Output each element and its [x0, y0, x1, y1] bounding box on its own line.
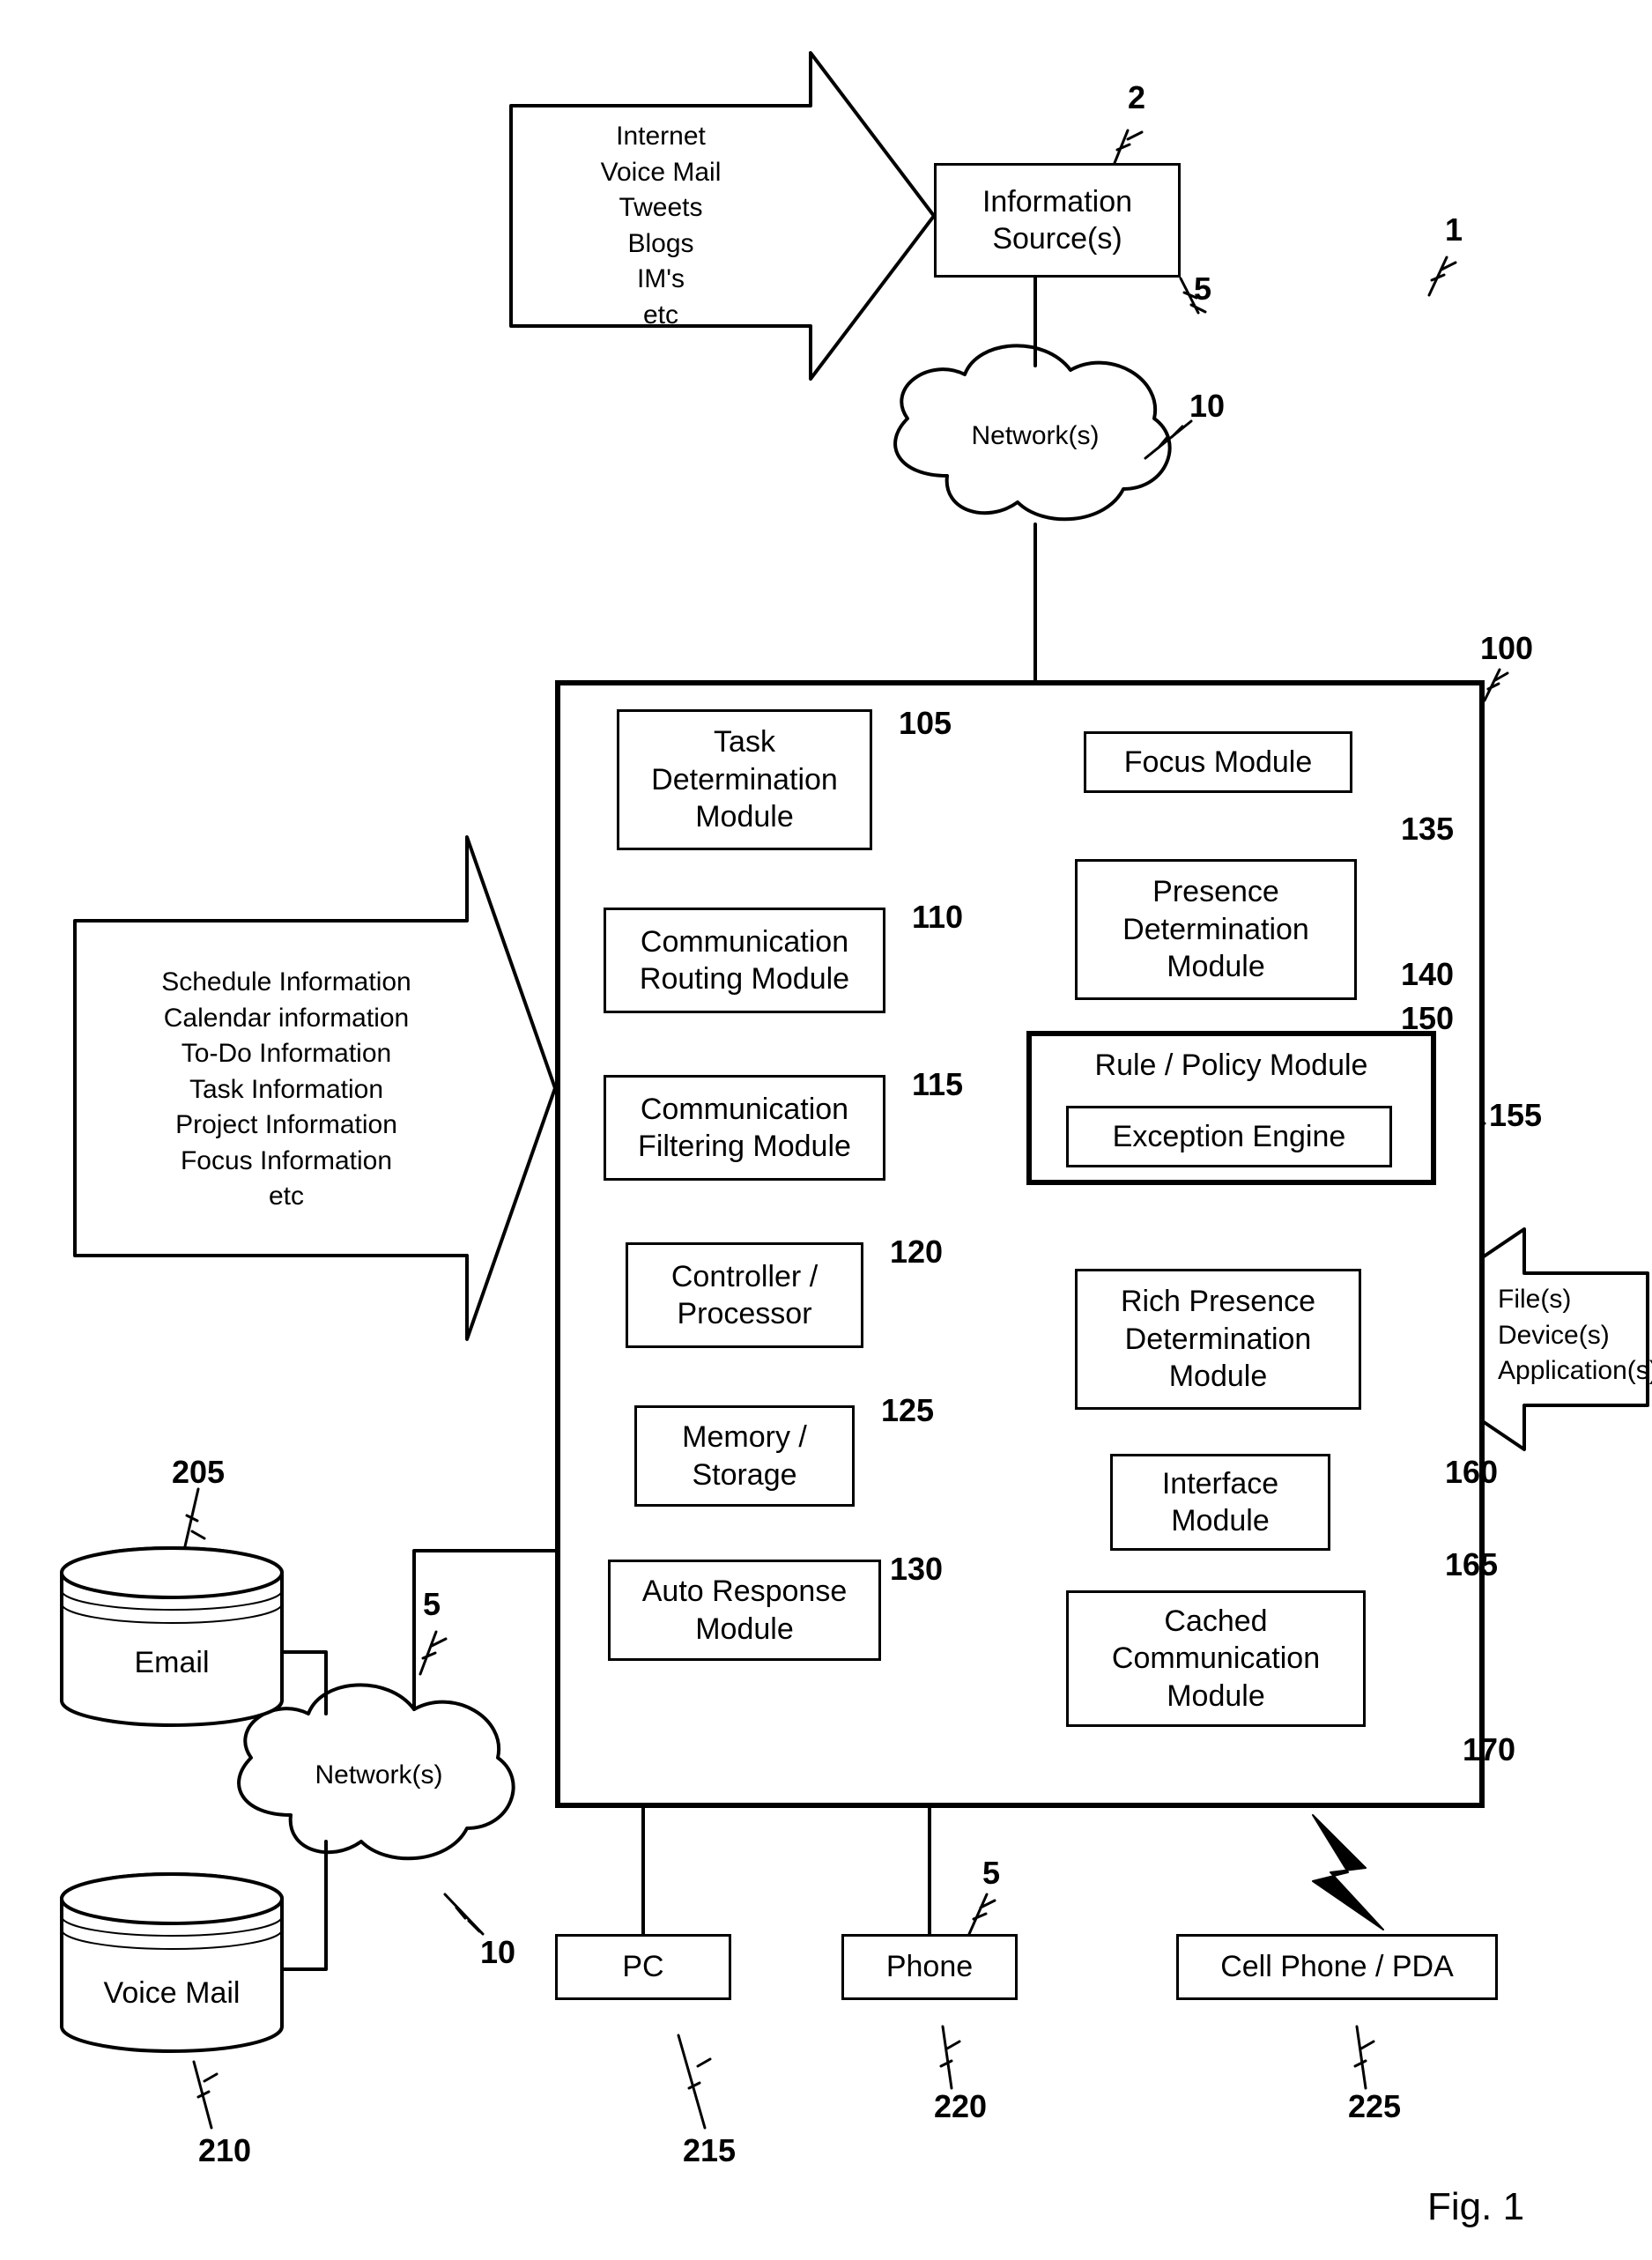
- cached-comm-module: CachedCommunicationModule: [1066, 1590, 1366, 1727]
- exception-engine: Exception Engine: [1066, 1106, 1392, 1167]
- figure-label: Fig. 1: [1427, 2181, 1524, 2233]
- left-arrow-text-content: Schedule InformationCalendar information…: [161, 967, 411, 1211]
- interface-label: InterfaceModule: [1162, 1465, 1278, 1540]
- controller-processor: Controller /Processor: [626, 1242, 863, 1348]
- presence-det-label: PresenceDeterminationModule: [1122, 873, 1309, 986]
- ref-205: 205: [172, 1454, 225, 1491]
- auto-response-module: Auto ResponseModule: [608, 1560, 881, 1661]
- cloud-top-label: Network(s): [947, 419, 1123, 455]
- ref-2: 2: [1128, 79, 1145, 116]
- memory-label: Memory /Storage: [682, 1419, 807, 1493]
- ref-170: 170: [1463, 1731, 1515, 1768]
- ref-110: 110: [912, 899, 963, 936]
- ref-210: 210: [198, 2132, 251, 2169]
- cloud-bottom-label: Network(s): [291, 1758, 467, 1794]
- ref-115: 115: [912, 1066, 963, 1103]
- voicemail-cyl-label: Voice Mail: [62, 1974, 282, 2014]
- exception-label: Exception Engine: [1113, 1118, 1346, 1156]
- right-arrow-text: File(s)Device(s)Application(s): [1498, 1282, 1652, 1389]
- auto-response-label: Auto ResponseModule: [642, 1573, 848, 1648]
- ref-220: 220: [934, 2088, 987, 2125]
- cellphone-label: Cell Phone / PDA: [1220, 1948, 1454, 1986]
- ref-160: 160: [1445, 1454, 1498, 1491]
- ref-135: 135: [1401, 811, 1454, 848]
- left-arrow-text: Schedule InformationCalendar information…: [110, 965, 463, 1215]
- top-arrow-text: InternetVoice MailTweetsBlogsIM'setc: [533, 119, 789, 333]
- ref-5a: 5: [1194, 270, 1211, 308]
- controller-label: Controller /Processor: [671, 1258, 818, 1333]
- ref-155: 155: [1489, 1097, 1542, 1134]
- ref-165: 165: [1445, 1546, 1498, 1583]
- ref-105: 105: [899, 705, 952, 742]
- rich-presence-label: Rich PresenceDeterminationModule: [1121, 1283, 1315, 1396]
- right-arrow-text-content: File(s)Device(s)Application(s): [1498, 1285, 1652, 1385]
- cached-comm-label: CachedCommunicationModule: [1112, 1603, 1320, 1715]
- presence-determination-module: PresenceDeterminationModule: [1075, 859, 1357, 1000]
- task-determination-label: TaskDeterminationModule: [651, 723, 838, 836]
- comm-filtering-label: CommunicationFiltering Module: [638, 1091, 851, 1166]
- ref-225: 225: [1348, 2088, 1401, 2125]
- rule-policy-label: Rule / Policy Module: [1095, 1047, 1368, 1085]
- focus-module: Focus Module: [1084, 731, 1352, 793]
- ref-215: 215: [683, 2132, 736, 2169]
- pc-box: PC: [555, 1934, 731, 2000]
- cellphone-pda-box: Cell Phone / PDA: [1176, 1934, 1498, 2000]
- memory-storage: Memory /Storage: [634, 1405, 855, 1507]
- cylinder-voicemail: [62, 1874, 282, 2051]
- diagram-canvas: InformationSource(s) TaskDeterminationMo…: [0, 0, 1652, 2260]
- ref-10a: 10: [1189, 388, 1225, 425]
- ref-10b: 10: [480, 1934, 515, 1971]
- ref-100: 100: [1480, 630, 1533, 667]
- focus-label: Focus Module: [1124, 744, 1313, 782]
- information-sources-label: InformationSource(s): [982, 183, 1132, 258]
- ref-150: 150: [1401, 1000, 1454, 1037]
- email-cyl-label: Email: [62, 1643, 282, 1684]
- pc-label: PC: [622, 1948, 663, 1986]
- ref-125: 125: [881, 1392, 934, 1429]
- information-sources-box: InformationSource(s): [934, 163, 1181, 278]
- comm-filtering-module: CommunicationFiltering Module: [604, 1075, 885, 1181]
- phone-label: Phone: [886, 1948, 973, 1986]
- task-determination-module: TaskDeterminationModule: [617, 709, 872, 850]
- lightning-bolt: [1313, 1815, 1383, 1930]
- ref-1: 1: [1445, 211, 1463, 248]
- ref-120: 120: [890, 1234, 943, 1271]
- interface-module: InterfaceModule: [1110, 1454, 1330, 1551]
- ref-5c: 5: [982, 1855, 1000, 1892]
- phone-box: Phone: [841, 1934, 1018, 2000]
- top-arrow-text-content: InternetVoice MailTweetsBlogsIM'setc: [601, 122, 722, 330]
- ref-140: 140: [1401, 956, 1454, 993]
- comm-routing-module: CommunicationRouting Module: [604, 908, 885, 1013]
- comm-routing-label: CommunicationRouting Module: [640, 923, 849, 998]
- ref-5b: 5: [423, 1586, 441, 1623]
- rich-presence-module: Rich PresenceDeterminationModule: [1075, 1269, 1361, 1410]
- ref-130: 130: [890, 1551, 943, 1588]
- cylinder-email: [62, 1548, 282, 1725]
